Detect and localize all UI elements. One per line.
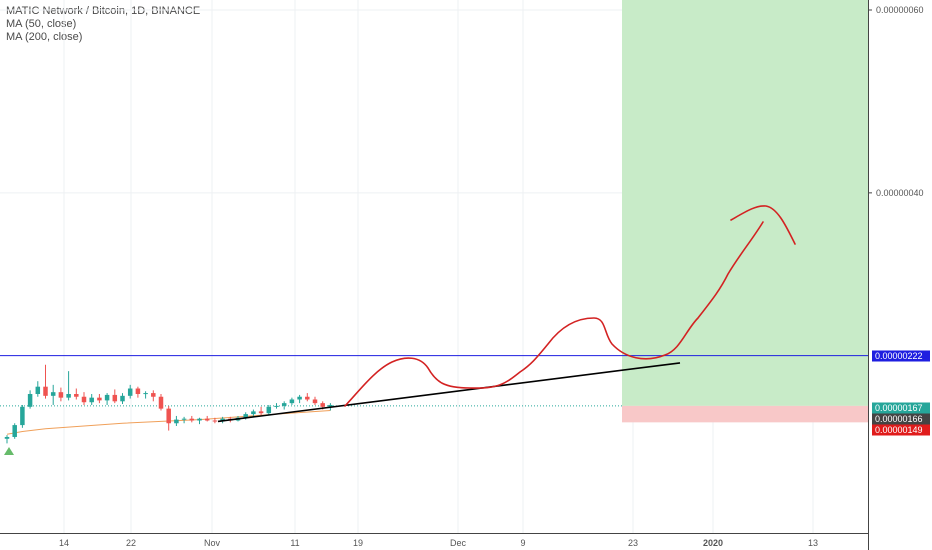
drawing-curve[interactable] [344,221,764,407]
candle [27,390,33,409]
candle [127,384,133,399]
candle [112,389,118,404]
price-tag: 0.00000167 [872,402,930,414]
x-tick-label: Nov [204,538,221,548]
candle [135,386,141,398]
candle [143,391,148,399]
candle [204,415,210,422]
time-axis-labels: 14 22 Nov 11 19 Dec 9 23 2020 13 [0,533,868,548]
x-tick-label: 11 [290,538,299,548]
price-axis-labels: 0.000006000.000005800.000005600.00000540… [868,5,924,198]
price-tag: 0.00000149 [872,424,930,436]
candle [81,392,87,405]
candle [189,415,195,423]
candle [58,387,64,402]
candle [212,417,218,424]
candle [104,393,110,405]
drawing-curve-top[interactable] [730,205,796,245]
candle [297,394,302,404]
candle [174,415,179,426]
price-axis[interactable] [868,0,932,550]
candle [166,405,171,431]
ma200-line [6,409,331,435]
candle [66,371,71,401]
candle [74,388,79,400]
candle [158,394,164,411]
signal-arrow-icon [4,447,14,455]
candle [266,404,272,416]
candle [289,397,295,405]
candle [120,393,125,405]
x-tick-label: 19 [353,538,363,548]
x-tick-label: 13 [808,538,818,548]
candle [4,435,10,444]
x-tick-label: 2020 [703,538,723,548]
candle [35,381,41,397]
candle [50,384,56,405]
candle [89,394,94,405]
price-tag: 0.00000222 [872,350,930,362]
price-tag-label: 0.00000167 [875,403,923,413]
candle [312,396,318,405]
candle [97,394,102,404]
candles [4,364,333,444]
price-tag: 0.00000166 [872,413,930,425]
legend-title: MATIC Network / Bitcoin, 1D, BINANCE [6,5,201,17]
legend-ma50: MA (50, close) [6,18,77,30]
y-tick-label: 0.00000060 [876,5,924,15]
candle [43,364,48,399]
candle [151,390,156,402]
y-tick-label: 0.00000040 [876,188,924,198]
candle [281,401,287,410]
x-tick-label: 23 [628,538,638,548]
x-tick-label: 14 [59,538,69,548]
candle [251,409,256,417]
x-tick-label: Dec [450,538,467,548]
candle [181,416,187,424]
x-tick-label: 9 [520,538,525,548]
price-tag-label: 0.00000166 [875,414,923,424]
candle [12,423,17,439]
price-tag-label: 0.00000222 [875,351,923,361]
price-tag-label: 0.00000149 [875,425,923,435]
stop-zone [622,405,868,423]
candle [20,404,25,428]
chart-legend: MATIC Network / Bitcoin, 1D, BINANCE MA … [6,5,200,44]
target-zone [622,0,868,406]
candle [258,406,264,416]
trendline[interactable] [217,362,681,423]
legend-ma200: MA (200, close) [6,31,83,43]
candle [197,417,202,425]
candle [305,393,310,402]
x-tick-label: 22 [126,538,136,548]
candle [274,403,279,409]
